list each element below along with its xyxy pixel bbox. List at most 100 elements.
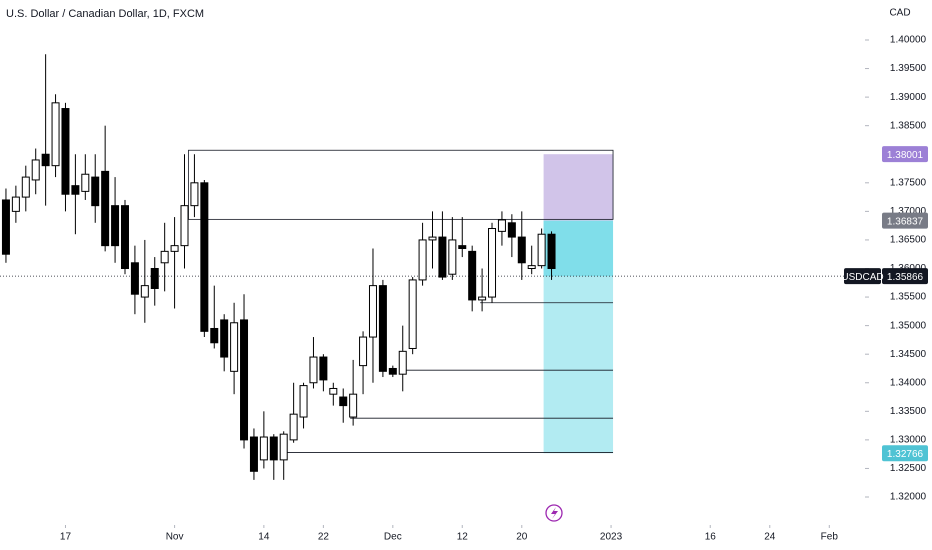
candle-body (160, 250, 169, 264)
candle-body (309, 356, 318, 384)
candle-body (21, 176, 30, 198)
candle-body (1, 199, 10, 255)
x-tick-label: Feb (821, 532, 839, 543)
candle-body (91, 176, 100, 207)
y-tick-label: 1.35500 (890, 292, 927, 303)
candle-body (289, 413, 298, 441)
y-axis-label: CAD (889, 8, 910, 19)
candle-body (111, 205, 120, 247)
candle-body (220, 319, 229, 358)
candle-body (478, 296, 487, 301)
candle-body (368, 285, 377, 338)
y-tick-label: 1.39500 (890, 63, 927, 74)
candle-body (329, 387, 338, 395)
candle-body (11, 196, 20, 212)
target-tag (882, 445, 928, 462)
entry-tag-label: 1.36837 (887, 216, 924, 227)
candle-body (428, 236, 437, 241)
candle-body (31, 159, 40, 181)
candle-body (319, 356, 328, 381)
y-tick-label: 1.35000 (890, 320, 927, 331)
candle-body (200, 182, 209, 332)
candle-body (170, 245, 179, 252)
candle-body (349, 393, 358, 418)
candle-body (388, 367, 397, 375)
x-tick-label: 14 (258, 532, 270, 543)
candle-body (527, 265, 536, 269)
y-tick-label: 1.32000 (890, 492, 927, 503)
candle-body (130, 262, 139, 295)
candle-body (468, 250, 477, 301)
candle-body (547, 233, 556, 269)
candle-body (488, 228, 497, 298)
y-tick-label: 1.33000 (890, 435, 927, 446)
stop-tag-label: 1.38001 (887, 150, 924, 161)
x-tick-label: 17 (60, 532, 72, 543)
x-tick-label: 16 (705, 532, 717, 543)
candle-body (249, 436, 258, 472)
symbol-tag (844, 268, 881, 285)
candle-body (339, 396, 348, 407)
x-tick-label: 22 (318, 532, 330, 543)
y-tick-label: 1.39000 (890, 92, 927, 103)
candle-body (140, 285, 149, 298)
candle-body (71, 185, 80, 195)
candle-body (210, 327, 219, 344)
candle-body (359, 336, 368, 367)
candle-body (41, 153, 50, 167)
y-tick-label: 1.34500 (890, 349, 927, 360)
chart-title: U.S. Dollar / Canadian Dollar, 1D, FXCM (6, 8, 204, 20)
x-tick-label: 2023 (600, 532, 623, 543)
x-tick-label: Nov (166, 532, 184, 543)
x-tick-label: 12 (457, 532, 469, 543)
candle-body (497, 219, 506, 232)
target-tag-label: 1.32766 (887, 449, 924, 460)
x-tick-label: 24 (764, 532, 776, 543)
last-price-tag (882, 268, 928, 285)
y-tick-label: 1.34000 (890, 377, 927, 388)
candle-body (190, 182, 199, 207)
y-tick-label: 1.32500 (890, 463, 927, 474)
y-tick-label: 1.37500 (890, 177, 927, 188)
candle-body (408, 279, 417, 349)
y-tick-label: 1.36500 (890, 235, 927, 246)
last-price-tag-label: 1.35866 (887, 272, 924, 283)
stop-zone (543, 154, 614, 221)
symbol-tag-label: USDCAD (841, 272, 883, 283)
candle-body (517, 236, 526, 264)
candle-body (507, 222, 516, 238)
candle-body (458, 245, 467, 250)
candle-body (438, 236, 447, 278)
candle-body (418, 239, 427, 281)
plot-area (0, 54, 865, 480)
candle-body (120, 205, 129, 269)
candle-body (448, 239, 457, 275)
candle-body (180, 205, 189, 247)
y-tick-label: 1.37000 (890, 206, 927, 217)
y-tick-label: 1.33500 (890, 406, 927, 417)
stop-tag (882, 146, 928, 163)
x-tick-label: 20 (516, 532, 528, 543)
x-tick-label: Dec (384, 532, 402, 543)
candle-body (51, 102, 60, 167)
candle-body (378, 285, 387, 372)
candle-body (150, 267, 159, 289)
candle-body (398, 350, 407, 375)
candle-body (299, 385, 308, 418)
y-tick-label: 1.38500 (890, 120, 927, 131)
drawn-rectangle (188, 149, 614, 220)
candle-body (230, 322, 239, 372)
candle-body (269, 436, 278, 461)
candle-body (240, 319, 249, 441)
entry-tag (882, 212, 928, 229)
candle-body (81, 173, 90, 192)
candle-body (259, 436, 268, 461)
candle-body (101, 170, 110, 247)
y-tick-label: 1.40000 (890, 35, 927, 46)
candle-body (279, 433, 288, 461)
replay-icon[interactable] (545, 504, 563, 522)
candle-body (537, 233, 546, 267)
candle-body (61, 108, 70, 195)
